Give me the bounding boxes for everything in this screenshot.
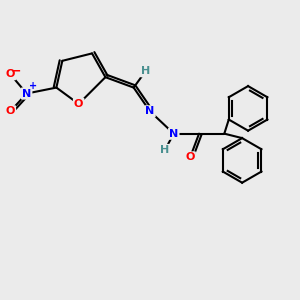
Text: −: − <box>11 64 22 77</box>
Text: O: O <box>185 152 195 162</box>
Text: +: + <box>29 81 37 91</box>
Text: O: O <box>74 99 83 109</box>
Text: H: H <box>160 145 170 155</box>
Text: N: N <box>146 106 154 116</box>
Text: O: O <box>6 69 15 79</box>
Text: O: O <box>6 106 15 116</box>
Text: H: H <box>141 66 150 76</box>
Text: N: N <box>22 88 31 98</box>
Text: N: N <box>169 129 178 139</box>
